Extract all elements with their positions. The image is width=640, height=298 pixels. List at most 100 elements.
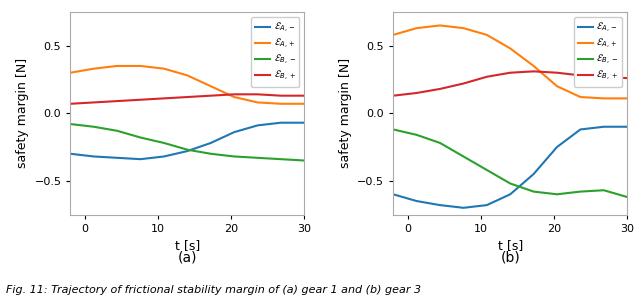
$\mathcal{E}_{A,-}$ xyxy=(530,172,538,176)
$\mathcal{E}_{A,-}$ xyxy=(460,206,467,209)
$\mathcal{E}_{B,-}$ xyxy=(301,159,308,162)
$\mathcal{E}_{A,-}$ xyxy=(483,203,491,207)
$\mathcal{E}_{A,-}$ xyxy=(184,149,191,153)
$\mathcal{E}_{B,+}$ xyxy=(577,74,584,77)
$\mathcal{E}_{B,-}$ xyxy=(483,168,491,172)
$\mathcal{E}_{B,-}$ xyxy=(184,148,191,151)
$\mathcal{E}_{A,-}$ xyxy=(301,121,308,125)
$\mathcal{E}_{A,-}$ xyxy=(413,199,420,203)
$\mathcal{E}_{A,+}$ xyxy=(577,95,584,99)
$\mathcal{E}_{B,-}$ xyxy=(577,190,584,193)
$\mathcal{E}_{B,+}$ xyxy=(277,94,285,97)
$\mathcal{E}_{A,+}$ xyxy=(553,84,561,88)
$\mathcal{E}_{A,-}$ xyxy=(436,203,444,207)
$\mathcal{E}_{A,-}$ xyxy=(506,193,514,196)
$\mathcal{E}_{B,+}$ xyxy=(160,97,168,100)
$\mathcal{E}_{A,+}$ xyxy=(530,64,538,68)
$\mathcal{E}_{B,-}$ xyxy=(230,155,238,158)
$\mathcal{E}_{B,+}$ xyxy=(253,93,261,96)
$\mathcal{E}_{A,+}$ xyxy=(623,97,631,100)
$\mathcal{E}_{A,-}$ xyxy=(230,130,238,134)
$\mathcal{E}_{A,-}$ xyxy=(577,128,584,131)
Line: $\mathcal{E}_{B,+}$: $\mathcal{E}_{B,+}$ xyxy=(70,94,305,104)
$\mathcal{E}_{B,-}$ xyxy=(160,141,168,145)
$\mathcal{E}_{A,+}$ xyxy=(506,46,514,50)
$\mathcal{E}_{B,-}$ xyxy=(460,155,467,158)
$\mathcal{E}_{B,-}$ xyxy=(600,188,607,192)
$\mathcal{E}_{B,+}$ xyxy=(184,95,191,99)
$\mathcal{E}_{B,+}$ xyxy=(137,98,145,102)
$\mathcal{E}_{B,-}$ xyxy=(530,190,538,193)
$\mathcal{E}_{A,-}$ xyxy=(600,125,607,128)
$\mathcal{E}_{B,+}$ xyxy=(301,94,308,97)
$\mathcal{E}_{B,-}$ xyxy=(253,156,261,160)
$\mathcal{E}_{A,-}$ xyxy=(277,121,285,125)
$\mathcal{E}_{B,+}$ xyxy=(90,101,98,104)
X-axis label: t [s]: t [s] xyxy=(175,239,200,252)
$\mathcal{E}_{B,+}$ xyxy=(67,102,74,105)
Text: (a): (a) xyxy=(178,250,197,264)
X-axis label: t [s]: t [s] xyxy=(498,239,523,252)
$\mathcal{E}_{B,+}$ xyxy=(413,91,420,95)
$\mathcal{E}_{B,-}$ xyxy=(389,128,397,131)
$\mathcal{E}_{B,+}$ xyxy=(506,71,514,74)
$\mathcal{E}_{A,-}$ xyxy=(553,145,561,149)
$\mathcal{E}_{A,+}$ xyxy=(460,26,467,30)
Text: Fig. 11: Trajectory of frictional stability margin of (a) gear 1 and (b) gear 3: Fig. 11: Trajectory of frictional stabil… xyxy=(6,285,422,295)
Legend: $\mathcal{E}_{A,-}$, $\mathcal{E}_{A,+}$, $\mathcal{E}_{B,-}$, $\mathcal{E}_{B,+: $\mathcal{E}_{A,-}$, $\mathcal{E}_{A,+}$… xyxy=(574,17,622,87)
$\mathcal{E}_{A,+}$ xyxy=(184,74,191,77)
$\mathcal{E}_{B,-}$ xyxy=(137,136,145,139)
$\mathcal{E}_{A,+}$ xyxy=(137,64,145,68)
$\mathcal{E}_{A,+}$ xyxy=(301,102,308,105)
$\mathcal{E}_{A,+}$ xyxy=(253,101,261,104)
$\mathcal{E}_{B,-}$ xyxy=(413,133,420,137)
$\mathcal{E}_{B,+}$ xyxy=(436,87,444,91)
$\mathcal{E}_{B,-}$ xyxy=(207,152,214,156)
$\mathcal{E}_{B,-}$ xyxy=(90,125,98,128)
$\mathcal{E}_{B,-}$ xyxy=(623,195,631,199)
$\mathcal{E}_{A,-}$ xyxy=(113,156,121,160)
Line: $\mathcal{E}_{A,+}$: $\mathcal{E}_{A,+}$ xyxy=(393,25,627,98)
Line: $\mathcal{E}_{B,+}$: $\mathcal{E}_{B,+}$ xyxy=(393,71,627,96)
Line: $\mathcal{E}_{B,-}$: $\mathcal{E}_{B,-}$ xyxy=(393,129,627,197)
$\mathcal{E}_{A,-}$ xyxy=(137,157,145,161)
$\mathcal{E}_{A,-}$ xyxy=(160,155,168,158)
Line: $\mathcal{E}_{B,-}$: $\mathcal{E}_{B,-}$ xyxy=(70,124,305,161)
$\mathcal{E}_{B,-}$ xyxy=(506,182,514,185)
$\mathcal{E}_{B,+}$ xyxy=(600,75,607,79)
$\mathcal{E}_{B,-}$ xyxy=(113,129,121,133)
$\mathcal{E}_{A,+}$ xyxy=(483,33,491,37)
$\mathcal{E}_{B,+}$ xyxy=(230,93,238,96)
$\mathcal{E}_{A,+}$ xyxy=(389,33,397,37)
Line: $\mathcal{E}_{A,-}$: $\mathcal{E}_{A,-}$ xyxy=(393,127,627,208)
Text: (b): (b) xyxy=(500,250,520,264)
$\mathcal{E}_{B,+}$ xyxy=(483,75,491,79)
$\mathcal{E}_{B,-}$ xyxy=(67,122,74,126)
$\mathcal{E}_{B,-}$ xyxy=(436,141,444,145)
Y-axis label: safety margin [N]: safety margin [N] xyxy=(16,58,29,168)
$\mathcal{E}_{A,+}$ xyxy=(90,67,98,70)
$\mathcal{E}_{A,-}$ xyxy=(67,152,74,156)
$\mathcal{E}_{A,-}$ xyxy=(90,155,98,158)
$\mathcal{E}_{A,+}$ xyxy=(230,95,238,99)
$\mathcal{E}_{B,-}$ xyxy=(553,193,561,196)
$\mathcal{E}_{A,-}$ xyxy=(253,124,261,127)
$\mathcal{E}_{B,+}$ xyxy=(113,99,121,103)
$\mathcal{E}_{A,+}$ xyxy=(413,26,420,30)
$\mathcal{E}_{B,+}$ xyxy=(553,71,561,74)
$\mathcal{E}_{A,-}$ xyxy=(207,141,214,145)
$\mathcal{E}_{B,+}$ xyxy=(389,94,397,97)
$\mathcal{E}_{A,+}$ xyxy=(160,67,168,70)
$\mathcal{E}_{A,+}$ xyxy=(207,84,214,88)
$\mathcal{E}_{A,+}$ xyxy=(600,97,607,100)
$\mathcal{E}_{B,+}$ xyxy=(460,82,467,85)
Line: $\mathcal{E}_{A,-}$: $\mathcal{E}_{A,-}$ xyxy=(70,123,305,159)
$\mathcal{E}_{A,+}$ xyxy=(277,102,285,105)
Legend: $\mathcal{E}_{A,-}$, $\mathcal{E}_{A,+}$, $\mathcal{E}_{B,-}$, $\mathcal{E}_{B,+: $\mathcal{E}_{A,-}$, $\mathcal{E}_{A,+}$… xyxy=(252,17,300,87)
Y-axis label: safety margin [N]: safety margin [N] xyxy=(339,58,351,168)
$\mathcal{E}_{B,-}$ xyxy=(277,157,285,161)
$\mathcal{E}_{B,+}$ xyxy=(530,69,538,73)
$\mathcal{E}_{A,-}$ xyxy=(623,125,631,128)
Line: $\mathcal{E}_{A,+}$: $\mathcal{E}_{A,+}$ xyxy=(70,66,305,104)
$\mathcal{E}_{B,+}$ xyxy=(207,94,214,97)
